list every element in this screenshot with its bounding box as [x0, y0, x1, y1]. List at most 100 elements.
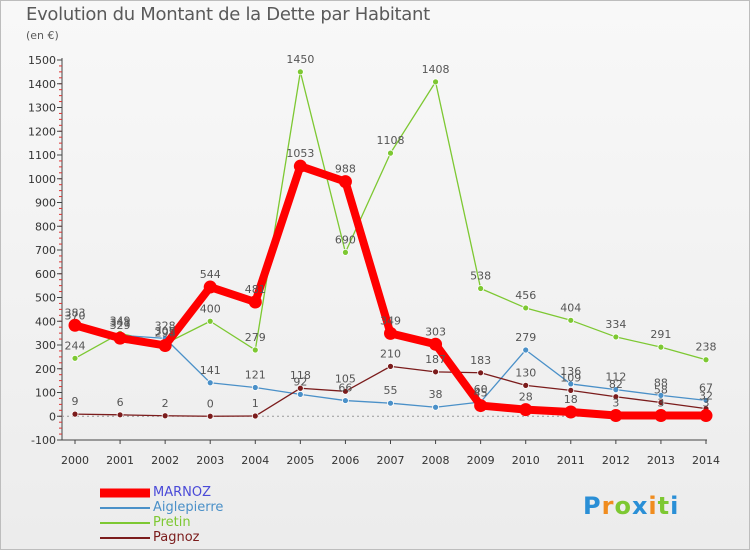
data-label: 1053 [286, 147, 314, 160]
data-point [68, 318, 82, 332]
logo-letter: o [614, 492, 632, 520]
data-label: 400 [200, 302, 221, 315]
data-point [612, 393, 620, 401]
legend [100, 488, 150, 539]
x-tick-label: 2012 [602, 454, 630, 467]
x-tick-label: 2002 [151, 454, 179, 467]
data-point [161, 412, 169, 420]
data-point [387, 399, 394, 407]
data-point [206, 379, 214, 387]
data-label: 183 [470, 354, 491, 367]
data-point [251, 412, 259, 420]
data-point [522, 381, 530, 389]
data-label: 279 [515, 331, 536, 344]
data-point [702, 356, 710, 364]
logo-letter: i [648, 492, 658, 520]
data-label: 305 [155, 325, 176, 338]
data-label: 303 [425, 325, 446, 338]
chart-subtitle: (en €) [26, 29, 59, 42]
data-label: 456 [515, 289, 536, 302]
data-label: 481 [245, 283, 266, 296]
data-point [474, 399, 488, 413]
data-point [432, 403, 439, 411]
legend-item-pretin: Pretin [153, 515, 191, 530]
data-label: 45 [474, 387, 488, 400]
data-point [296, 390, 304, 398]
data-label: 690 [335, 233, 356, 246]
data-point [432, 78, 439, 86]
data-label: 88 [654, 376, 668, 389]
data-label: 328 [155, 319, 176, 332]
logo-letter: i [670, 492, 680, 520]
x-tick-label: 2010 [512, 454, 540, 467]
y-tick-label: 1200 [28, 125, 56, 138]
data-point [158, 338, 172, 352]
data-point [612, 333, 620, 341]
y-tick-label: 1000 [28, 173, 56, 186]
data-point [654, 409, 668, 423]
y-tick-label: 400 [35, 315, 56, 328]
data-point [384, 326, 397, 340]
legend-item-marnoz: MARNOZ [153, 485, 212, 500]
data-label: 82 [609, 378, 623, 391]
data-point [564, 405, 578, 419]
data-point [203, 280, 217, 294]
data-point [657, 343, 665, 351]
data-point [206, 317, 214, 325]
data-point [113, 331, 127, 345]
data-label: 349 [110, 314, 131, 327]
data-label: 58 [654, 383, 668, 396]
data-point [342, 397, 349, 404]
data-point [116, 411, 124, 419]
x-tick-label: 2007 [377, 454, 405, 467]
legend-item-aiglepierre: Aiglepierre [153, 500, 224, 515]
data-label: 121 [245, 369, 266, 382]
chart-axes: -100010020030040050060070080090010001100… [28, 54, 720, 467]
data-label: 109 [560, 371, 581, 384]
y-tick-label: 1300 [28, 102, 56, 115]
y-tick-label: 700 [35, 244, 56, 257]
data-label: 349 [380, 314, 401, 327]
data-label: 291 [650, 328, 671, 341]
data-point [338, 175, 352, 189]
chart-title: Evolution du Montant de la Dette par Hab… [26, 4, 430, 25]
logo-letter: r [601, 492, 615, 520]
data-label: 187 [425, 353, 446, 366]
data-label: 55 [384, 384, 398, 397]
data-point [387, 149, 394, 157]
data-point [71, 410, 79, 418]
data-point [342, 248, 349, 256]
data-label: 92 [293, 375, 307, 388]
data-point [342, 387, 349, 395]
x-tick-label: 2005 [286, 454, 314, 467]
data-label: 118 [290, 369, 311, 382]
data-point [293, 159, 307, 173]
data-point [567, 380, 575, 388]
data-label: 2 [162, 397, 169, 410]
y-tick-label: 1400 [28, 78, 56, 91]
data-point [609, 409, 623, 423]
y-tick-label: 300 [35, 339, 56, 352]
data-label: 383 [65, 306, 86, 319]
data-label: 3 [657, 397, 664, 410]
proxiti-logo: Proxiti [583, 492, 679, 520]
y-tick-label: 800 [35, 220, 56, 233]
x-tick-label: 2011 [557, 454, 585, 467]
logo-letter: t [657, 492, 671, 520]
data-label: 1108 [377, 134, 405, 147]
data-point [657, 399, 665, 406]
x-tick-label: 2004 [241, 454, 269, 467]
data-point [567, 316, 575, 324]
x-tick-label: 2006 [331, 454, 359, 467]
data-label: 105 [335, 372, 356, 385]
data-label: 404 [560, 301, 581, 314]
data-label: 18 [564, 393, 578, 406]
data-label: 1450 [286, 53, 314, 66]
data-label: 1408 [422, 63, 450, 76]
x-tick-label: 2013 [647, 454, 675, 467]
data-point [251, 384, 259, 391]
y-tick-label: 100 [35, 387, 56, 400]
data-point [248, 295, 262, 309]
